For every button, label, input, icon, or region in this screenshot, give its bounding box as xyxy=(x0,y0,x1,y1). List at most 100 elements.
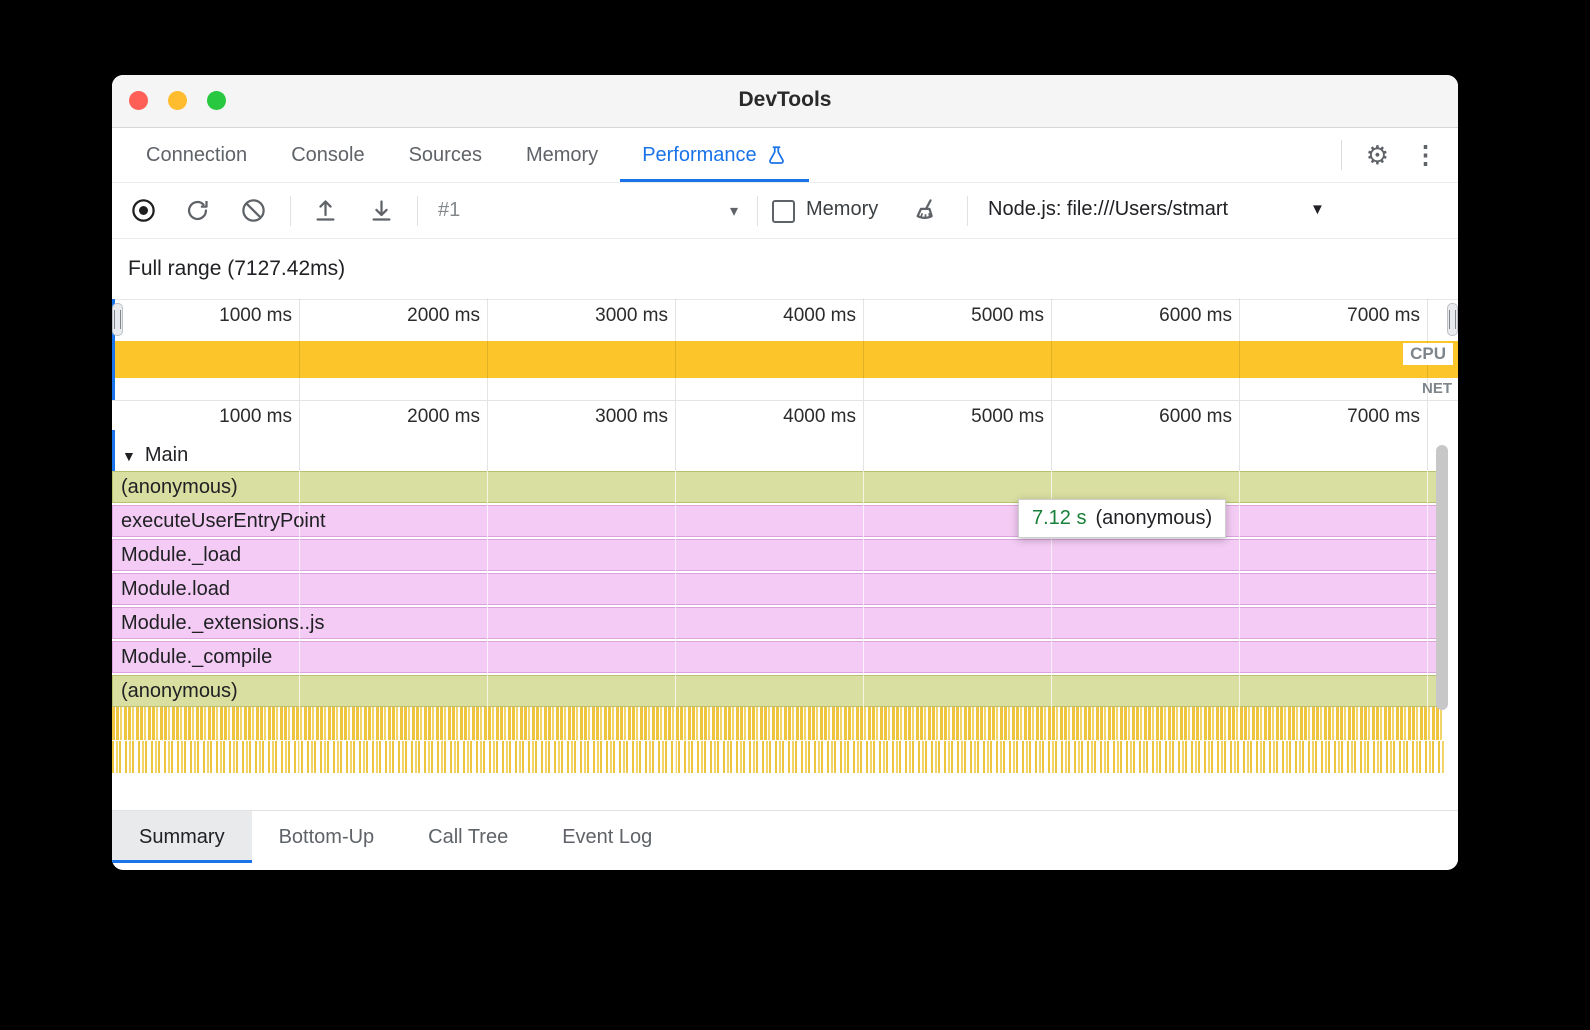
range-handle-left[interactable] xyxy=(112,303,123,336)
record-icon xyxy=(132,199,155,222)
minimize-button[interactable] xyxy=(168,91,187,110)
ruler-tick: 7000 ms xyxy=(1347,406,1420,427)
tab-label: Summary xyxy=(139,825,225,848)
flame-microtask-band[interactable] xyxy=(112,707,1444,740)
main-track-header[interactable]: ▼ Main xyxy=(122,442,188,469)
toolbar-divider xyxy=(967,196,968,226)
tab-label: Performance xyxy=(642,143,757,166)
main-track-label: Main xyxy=(144,444,189,466)
flame-event-row[interactable]: Module.load xyxy=(112,573,1444,605)
tooltip-duration: 7.12 s xyxy=(1032,507,1087,529)
reload-icon xyxy=(187,200,208,221)
clear-button[interactable] xyxy=(240,197,267,224)
ruler-tick: 6000 ms xyxy=(1159,305,1232,326)
disclosure-triangle-icon: ▼ xyxy=(122,447,136,464)
tab-summary[interactable]: Summary xyxy=(112,811,252,863)
session-select[interactable]: #1 ▾ xyxy=(438,196,738,225)
more-options-icon[interactable]: ⋮ xyxy=(1413,140,1438,169)
ruler-tick: 2000 ms xyxy=(407,305,480,326)
tab-label: Memory xyxy=(525,143,599,166)
net-label: NET xyxy=(1422,380,1452,397)
flame-event-row[interactable]: Module._load xyxy=(112,539,1444,571)
event-tooltip: 7.12 s (anonymous) xyxy=(1018,499,1227,538)
flame-event-label: executeUserEntryPoint xyxy=(121,509,326,532)
ruler-tick: 7000 ms xyxy=(1347,305,1420,326)
track-selection-accent xyxy=(112,430,115,471)
flame-event-label: (anonymous) xyxy=(121,475,238,498)
traffic-lights xyxy=(129,91,226,110)
range-handle-right[interactable] xyxy=(1447,303,1458,336)
window-title: DevTools xyxy=(738,88,832,111)
devtools-window: DevTools Connection Console Sources Memo… xyxy=(112,75,1458,870)
toolbar-divider xyxy=(417,196,418,226)
handle-grip xyxy=(114,310,121,329)
settings-gear-icon[interactable]: ⚙ xyxy=(1365,140,1389,170)
tab-label: Call Tree xyxy=(428,825,509,848)
ruler-tick: 5000 ms xyxy=(971,406,1044,427)
load-profile-button[interactable] xyxy=(312,197,339,224)
performance-toolbar: #1 ▾ Memory Node.js: file:///Users/stmar… xyxy=(112,182,1458,239)
flame-event-label: Module._compile xyxy=(121,645,273,668)
tab-sources[interactable]: Sources xyxy=(387,128,504,182)
tab-label: Bottom-Up xyxy=(278,825,375,848)
flame-microtask-band[interactable] xyxy=(112,741,1444,773)
tab-call-tree[interactable]: Call Tree xyxy=(401,811,535,863)
tab-console[interactable]: Console xyxy=(269,128,386,182)
ruler-tick: 4000 ms xyxy=(783,406,856,427)
overview-ruler[interactable] xyxy=(112,299,1458,340)
upload-icon xyxy=(316,200,335,221)
tab-performance[interactable]: Performance xyxy=(620,128,809,182)
ruler-tick: 5000 ms xyxy=(971,305,1044,326)
target-select-value[interactable]: Node.js: file:///Users/stmart xyxy=(988,198,1229,220)
clear-block-icon xyxy=(242,199,265,222)
reload-and-record-button[interactable] xyxy=(184,197,211,224)
tabbar-right-controls: ⚙ ⋮ xyxy=(1340,128,1458,182)
flame-event-row[interactable]: (anonymous) xyxy=(112,675,1444,707)
toolbar-divider xyxy=(757,196,758,226)
tab-connection[interactable]: Connection xyxy=(124,128,269,182)
tab-label: Sources xyxy=(408,143,482,166)
gc-broom-icon xyxy=(916,199,933,219)
tab-label: Event Log xyxy=(562,825,653,848)
tab-event-log[interactable]: Event Log xyxy=(535,811,679,863)
tabbar-divider xyxy=(1340,140,1342,170)
ruler-tick: 1000 ms xyxy=(219,406,292,427)
memory-checkbox-label: Memory xyxy=(806,198,879,220)
toolbar-divider xyxy=(290,196,291,226)
ruler-tick: 4000 ms xyxy=(783,305,856,326)
net-overview-strip[interactable] xyxy=(112,378,1458,401)
range-start-marker xyxy=(112,299,115,400)
flame-event-label: (anonymous) xyxy=(121,679,238,702)
flame-event-label: Module.load xyxy=(121,577,230,600)
ruler-tick: 1000 ms xyxy=(219,305,292,326)
tooltip-name: (anonymous) xyxy=(1095,507,1213,529)
tab-bottom-up[interactable]: Bottom-Up xyxy=(252,811,402,863)
zoom-button[interactable] xyxy=(207,91,226,110)
flame-event-label: Module._load xyxy=(121,543,242,566)
session-select-value: #1 xyxy=(438,199,461,221)
tab-label: Connection xyxy=(146,143,248,166)
chevron-down-icon: ▾ xyxy=(729,202,738,220)
handle-grip xyxy=(1449,310,1456,329)
cpu-label: CPU xyxy=(1403,343,1453,365)
flame-event-row[interactable]: Module._compile xyxy=(112,641,1444,673)
flame-event-label: Module._extensions..js xyxy=(121,611,325,634)
ruler-tick: 6000 ms xyxy=(1159,406,1232,427)
experiment-flask-icon xyxy=(766,145,787,166)
memory-checkbox[interactable] xyxy=(772,200,795,223)
close-button[interactable] xyxy=(129,91,148,110)
ruler-tick: 3000 ms xyxy=(595,305,668,326)
collect-garbage-button[interactable] xyxy=(912,197,939,224)
save-profile-button[interactable] xyxy=(368,197,395,224)
download-icon xyxy=(372,200,391,221)
vertical-scrollbar-thumb[interactable] xyxy=(1436,445,1448,710)
flame-event-row[interactable]: (anonymous) xyxy=(112,471,1444,503)
cpu-overview-strip[interactable] xyxy=(112,341,1458,378)
record-button[interactable] xyxy=(130,197,157,224)
tab-memory[interactable]: Memory xyxy=(504,128,620,182)
ruler-tick: 3000 ms xyxy=(595,406,668,427)
devtools-tabbar: Connection Console Sources Memory Perfor… xyxy=(112,128,1458,182)
target-dropdown-arrow-icon[interactable]: ▼ xyxy=(1310,201,1325,218)
flame-event-row[interactable]: executeUserEntryPoint xyxy=(112,505,1444,537)
flame-event-row[interactable]: Module._extensions..js xyxy=(112,607,1444,639)
